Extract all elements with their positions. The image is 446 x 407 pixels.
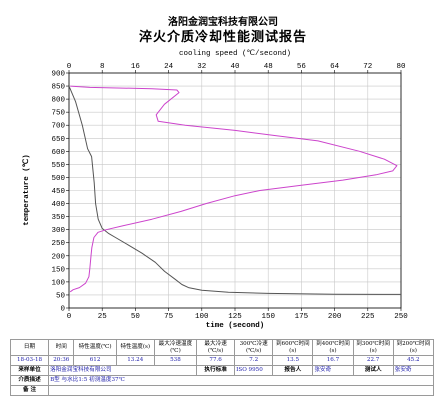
table-header-cell: 到200℃时间(s) [392, 339, 435, 356]
y-tick-label: 100 [51, 279, 65, 287]
table-header-cell: 日期 [9, 339, 50, 356]
remark-label: 备 注 [9, 385, 50, 396]
table-value-cell: 538 [153, 355, 198, 366]
y-tick-label: 300 [51, 227, 65, 235]
table-header-cell: 时间 [48, 339, 75, 356]
x-axis-label: time (second) [206, 322, 265, 330]
y-tick-label: 550 [51, 162, 65, 170]
cooling-curve-chart: 0501001502002503003504004505005506006507… [21, 49, 408, 330]
table-value-cell: 22.7 [352, 355, 394, 366]
x2-tick-label: 0 [67, 63, 72, 71]
x-tick-label: 200 [328, 313, 342, 321]
y-axis-label: temperature (℃) [21, 154, 31, 225]
table-value-cell: 7.2 [234, 355, 274, 366]
remark-row: 备 注 [9, 385, 434, 396]
medium-row: 介质描述 B型 与水比1:5 初测温度37℃ [9, 375, 434, 386]
x-tick-label: 25 [98, 313, 108, 321]
chart-series [68, 85, 402, 295]
x2-tick-label: 64 [330, 63, 340, 71]
x-tick-label: 50 [131, 313, 141, 321]
cooling-speed-curve [69, 85, 398, 293]
table-header-row: 日期 时间 特性温度(℃) 特性温度(s) 最大冷速温度(℃) 最大冷速(℃/s… [9, 339, 435, 356]
standard-value: ISO 9950 [234, 365, 274, 376]
reporter-label: 报告人 [272, 365, 314, 376]
y-tick-label: 900 [51, 71, 65, 79]
x2-tick-label: 8 [100, 63, 105, 71]
y-tick-label: 200 [51, 253, 65, 261]
y-tick-label: 350 [51, 214, 65, 222]
x-tick-label: 175 [295, 313, 309, 321]
x2-tick-label: 48 [264, 63, 273, 71]
x-tick-label: 100 [195, 313, 209, 321]
x2-tick-label: 16 [131, 63, 141, 71]
y-tick-label: 850 [51, 84, 65, 92]
table-value-cell: 16.7 [312, 355, 354, 366]
temperature-time-curve [68, 85, 402, 295]
x-tick-label: 225 [361, 313, 375, 321]
remark-value [48, 385, 434, 396]
x-tick-label: 125 [228, 313, 242, 321]
table-value-row: 18-03-18 20:36 612 13.24 538 77.6 7.2 13… [9, 355, 435, 366]
y-tick-label: 800 [51, 97, 65, 105]
x2-tick-label: 32 [197, 63, 206, 71]
y-tick-label: 650 [51, 136, 65, 144]
x2-tick-label: 24 [164, 63, 174, 71]
company-name: 洛阳金润宝科技有限公司 [168, 17, 278, 28]
table-header-cell: 300℃冷速(℃/s) [234, 339, 274, 356]
table-value-cell: 20:36 [48, 355, 75, 366]
y-tick-label: 450 [51, 188, 65, 196]
report-title: 淬火介质冷却性能测试报告 [138, 30, 307, 45]
table-header-cell: 最大冷速(℃/s) [196, 339, 236, 356]
y-tick-label: 250 [51, 240, 65, 248]
x2-axis-label: cooling speed (℃/second) [179, 49, 291, 58]
x2-axis-ticks: 0 8 16 24 32 40 48 56 64 72 80 [67, 63, 406, 73]
chart-grid [68, 72, 402, 309]
medium-value: B型 与水比1:5 初测温度37℃ [48, 375, 434, 386]
medium-label: 介质描述 [9, 375, 50, 386]
table-header-cell: 特性温度(℃) [73, 339, 117, 356]
table-value-cell: 77.6 [196, 355, 236, 366]
table-header-cell: 到300℃时间(s) [352, 339, 394, 356]
x2-tick-label: 80 [396, 63, 406, 71]
y-tick-label: 750 [51, 110, 65, 118]
company-row: 来样单位 洛阳金润宝科技有限公司 执行标准 ISO 9950 报告人 张安奇 测… [9, 365, 435, 376]
table-value-cell: 612 [73, 355, 117, 366]
table-header-cell: 到400℃时间(s) [312, 339, 354, 356]
x-axis-ticks: 0 25 50 75 100 125 150 175 200 225 250 [67, 308, 408, 321]
x2-tick-label: 56 [297, 63, 307, 71]
company-value: 洛阳金润宝科技有限公司 [48, 365, 198, 376]
company-label: 来样单位 [9, 365, 50, 376]
y-axis-ticks: 0 50 100 150 200 250 300 350 400 450 500 550 600 650 7… [51, 71, 69, 314]
test-results-table: 日期 时间 特性温度(℃) 特性温度(s) 最大冷速温度(℃) 最大冷速(℃/s… [9, 339, 435, 396]
x-tick-label: 150 [261, 313, 275, 321]
y-tick-label: 500 [51, 175, 65, 183]
standard-label: 执行标准 [196, 365, 236, 376]
y-tick-label: 600 [51, 149, 65, 157]
y-tick-label: 50 [56, 292, 66, 300]
y-tick-label: 150 [51, 266, 65, 274]
table-value-cell: 18-03-18 [9, 355, 50, 366]
table-value-cell: 45.2 [392, 355, 435, 366]
table-value-cell: 13.5 [272, 355, 314, 366]
table-value-cell: 13.24 [115, 355, 155, 366]
tester-label: 测试人 [352, 365, 394, 376]
table-header-cell: 最大冷速温度(℃) [153, 339, 198, 356]
tester-value: 张安奇 [392, 365, 435, 376]
table-header-cell: 特性温度(s) [115, 339, 155, 356]
x2-tick-label: 72 [363, 63, 372, 71]
y-tick-label: 700 [51, 123, 65, 131]
x2-tick-label: 40 [230, 63, 240, 71]
y-tick-label: 400 [51, 201, 65, 209]
table-header-cell: 到600℃时间(s) [272, 339, 314, 356]
x-tick-label: 0 [67, 313, 72, 321]
reporter-value: 张安奇 [312, 365, 354, 376]
x-tick-label: 75 [164, 313, 174, 321]
y-tick-label: 0 [60, 306, 65, 314]
x-tick-label: 250 [394, 313, 408, 321]
